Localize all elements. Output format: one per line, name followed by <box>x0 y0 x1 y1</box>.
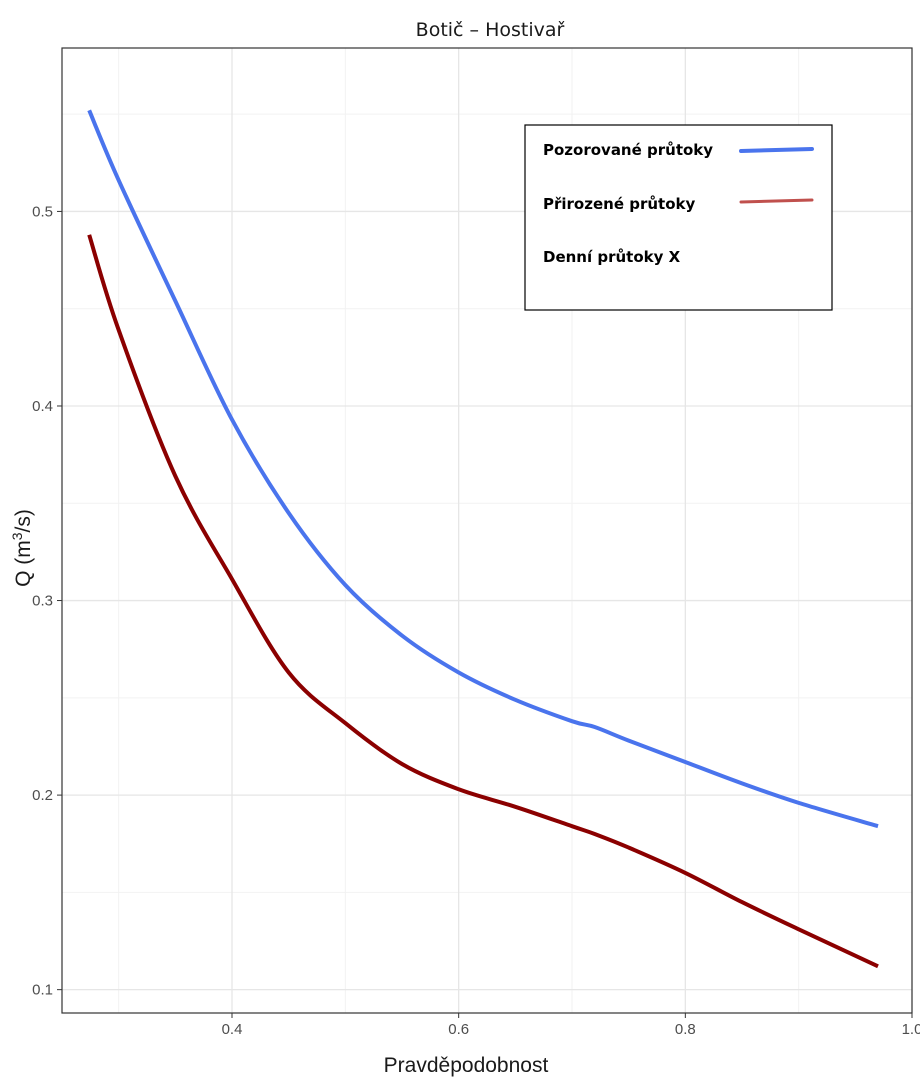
plot-panel-border <box>61 47 913 1014</box>
legend-label-daily: Denní průtoky X <box>543 248 681 266</box>
series-line-natural <box>87 234 879 969</box>
y-axis-title-end: /s) <box>12 509 35 532</box>
series-layer <box>87 109 879 969</box>
x-axis: 0.4 0.6 0.8 1.0 <box>222 1013 920 1038</box>
y-tick-label: 0.1 <box>32 982 53 999</box>
series-line-observed <box>87 109 879 829</box>
y-axis-title-main: Q (m <box>12 540 35 587</box>
legend-label-natural: Přirozené průtoky <box>543 195 695 213</box>
y-axis: 0.1 0.2 0.3 0.4 0.5 <box>32 203 62 999</box>
y-tick-label: 0.3 <box>32 593 53 610</box>
x-axis-title: Pravděpodobnost <box>384 1054 549 1077</box>
legend-label-observed: Pozorované průtoky <box>543 141 713 159</box>
x-tick-label: 1.0 <box>902 1021 920 1038</box>
y-axis-title-superscript: 3 <box>9 532 25 540</box>
legend-swatch-natural <box>739 198 814 204</box>
chart-title: Botič – Hostivař <box>416 19 565 41</box>
legend: Pozorované průtoky Přirozené průtoky Den… <box>524 124 833 311</box>
y-tick-label: 0.4 <box>32 398 53 415</box>
legend-box <box>524 124 833 311</box>
legend-swatch-observed <box>739 147 814 153</box>
x-tick-label: 0.8 <box>675 1021 696 1038</box>
y-tick-label: 0.5 <box>32 203 53 220</box>
x-tick-label: 0.4 <box>222 1021 243 1038</box>
y-axis-title: Q (m3/s) <box>9 509 35 587</box>
y-tick-label: 0.2 <box>32 787 53 804</box>
x-tick-label: 0.6 <box>448 1021 469 1038</box>
